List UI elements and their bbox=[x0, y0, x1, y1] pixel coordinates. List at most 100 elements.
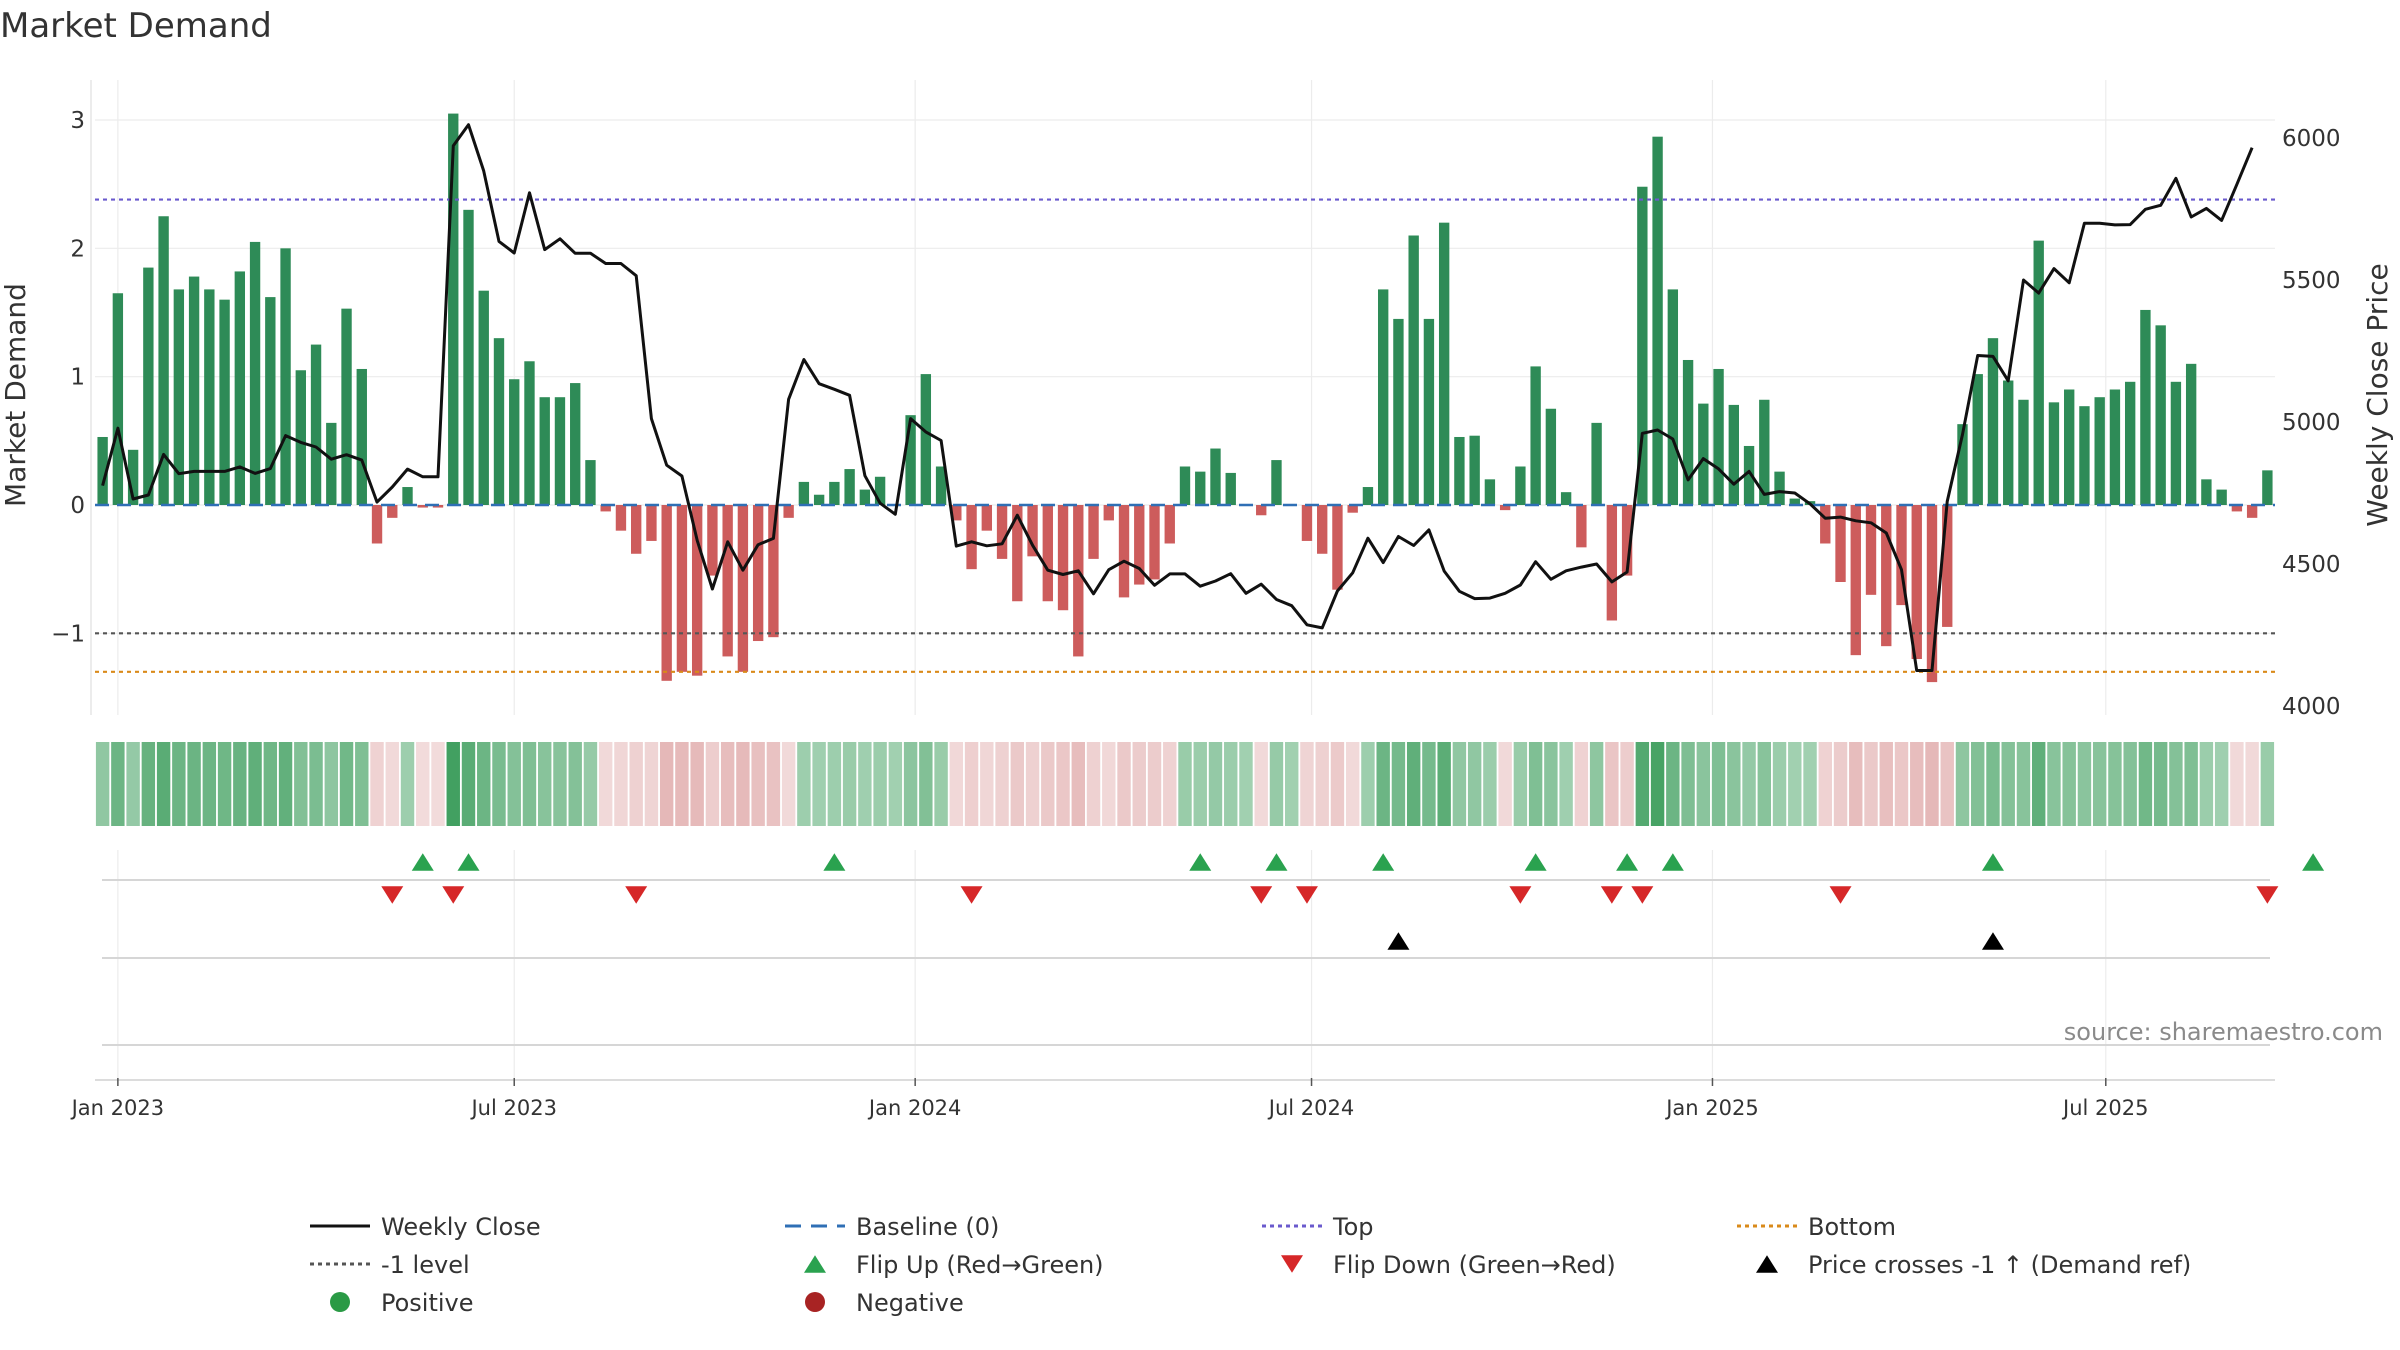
strip-cell bbox=[1330, 742, 1345, 826]
strip-cell bbox=[1391, 742, 1406, 826]
demand-bar-negative bbox=[1118, 505, 1130, 598]
demand-bar-positive bbox=[2185, 363, 2197, 505]
demand-bar-positive bbox=[219, 299, 230, 505]
demand-bar-positive bbox=[2003, 380, 2014, 505]
strip-cell bbox=[2169, 742, 2183, 826]
strip-cell bbox=[1589, 742, 1604, 826]
demand-bar-positive bbox=[1271, 460, 1282, 505]
strip-cell bbox=[675, 742, 689, 826]
strip-cell bbox=[1300, 742, 1314, 826]
demand-bar-negative bbox=[1073, 505, 1084, 657]
demand-bar-positive bbox=[1179, 466, 1191, 505]
strip-cell bbox=[797, 742, 811, 826]
demand-bar-positive bbox=[1774, 471, 1785, 505]
y2-axis-label: Weekly Close Price bbox=[2361, 263, 2394, 526]
demand-bar-negative bbox=[1012, 505, 1023, 602]
legend-label: -1 level bbox=[381, 1251, 470, 1279]
strip-cell bbox=[568, 742, 582, 826]
strip-cell bbox=[477, 742, 491, 826]
strip-cell bbox=[583, 742, 598, 826]
demand-bar-positive bbox=[1469, 435, 1480, 505]
strip-cell bbox=[1528, 742, 1543, 826]
flip-down-marker bbox=[442, 886, 465, 904]
flip-up-marker bbox=[457, 853, 480, 871]
strip-cell bbox=[1163, 742, 1177, 826]
demand-bar-negative bbox=[417, 505, 428, 508]
strip-cell bbox=[964, 742, 979, 826]
legend-label: Flip Up (Red→Green) bbox=[856, 1251, 1104, 1279]
demand-bar-negative bbox=[737, 505, 749, 672]
strip-cell bbox=[2138, 742, 2153, 826]
y-tick-label: 0 bbox=[70, 493, 85, 519]
demand-bar-negative bbox=[661, 505, 672, 681]
demand-bar-positive bbox=[1591, 422, 1602, 505]
demand-bar-positive bbox=[143, 267, 154, 505]
strip-cell bbox=[1605, 742, 1619, 826]
demand-bar-negative bbox=[966, 505, 977, 570]
demand-bar-negative bbox=[691, 505, 703, 676]
demand-bar-negative bbox=[387, 505, 398, 518]
flip-up-marker bbox=[1265, 853, 1288, 871]
legend-label: Flip Down (Green→Red) bbox=[1333, 1251, 1616, 1279]
demand-bar-negative bbox=[1134, 505, 1145, 585]
price-cross-panel bbox=[102, 932, 2270, 959]
demand-bar-positive bbox=[1454, 436, 1465, 505]
demand-bar-negative bbox=[981, 505, 993, 531]
demand-bar-positive bbox=[1698, 403, 1709, 505]
strip-cell bbox=[217, 742, 232, 826]
strip-cell bbox=[2153, 742, 2168, 826]
flip-up-marker bbox=[1189, 853, 1212, 871]
demand-bar-positive bbox=[2033, 240, 2044, 505]
demand-bar-negative bbox=[1835, 505, 1846, 582]
flip-down-marker bbox=[381, 886, 404, 904]
demand-bar-positive bbox=[2064, 389, 2075, 505]
strip-cell bbox=[812, 742, 826, 826]
demand-bar-positive bbox=[1652, 136, 1663, 505]
demand-bar-positive bbox=[1789, 498, 1800, 505]
strip-cell bbox=[1025, 742, 1040, 826]
strip-cell bbox=[1879, 742, 1893, 826]
legend-label: Price crosses -1 ↑ (Demand ref) bbox=[1808, 1251, 2191, 1279]
demand-bar-negative bbox=[615, 505, 627, 531]
strip-cell bbox=[2184, 742, 2198, 826]
strip-cell bbox=[1041, 742, 1055, 826]
strip-cell bbox=[2230, 742, 2244, 826]
demand-bar-negative bbox=[1042, 505, 1053, 602]
strip-cell bbox=[614, 742, 628, 826]
demand-bar-positive bbox=[2048, 402, 2060, 505]
strip-cell bbox=[2260, 742, 2275, 826]
strip-cell bbox=[1010, 742, 1025, 826]
strip-cell bbox=[720, 742, 735, 826]
legend-label: Negative bbox=[856, 1289, 964, 1317]
demand-bar-positive bbox=[2109, 389, 2121, 505]
demand-bar-negative bbox=[1332, 505, 1343, 590]
strip-cell bbox=[2123, 742, 2137, 826]
demand-bar-negative bbox=[1088, 505, 1099, 559]
demand-bar-negative bbox=[631, 505, 642, 554]
demand-bar-negative bbox=[1850, 505, 1861, 656]
demand-bar-positive bbox=[585, 460, 596, 505]
demand-bar-positive bbox=[2170, 381, 2182, 505]
y-tick-label: 3 bbox=[70, 108, 85, 134]
strip-cell bbox=[1467, 742, 1482, 826]
strip-cell bbox=[172, 742, 186, 826]
strip-cell bbox=[339, 742, 354, 826]
demand-bar-negative bbox=[722, 505, 733, 657]
demand-bar-positive bbox=[234, 271, 246, 505]
demand-bar-positive bbox=[1682, 359, 1694, 505]
demand-bar-negative bbox=[752, 505, 764, 642]
demand-bar-positive bbox=[127, 449, 139, 505]
legend-label: Bottom bbox=[1808, 1213, 1896, 1241]
demand-bar-positive bbox=[1545, 408, 1557, 505]
strip-cell bbox=[858, 742, 872, 826]
demand-bar-positive bbox=[1530, 366, 1541, 505]
strip-cell bbox=[294, 742, 308, 826]
demand-bar-positive bbox=[2155, 325, 2166, 505]
demand-bar-positive bbox=[2124, 381, 2136, 505]
strip-cell bbox=[1437, 742, 1451, 826]
demand-bar-positive bbox=[448, 113, 459, 505]
demand-bar-positive bbox=[493, 338, 505, 505]
strip-cell bbox=[690, 742, 704, 826]
demand-bar-positive bbox=[1484, 479, 1496, 505]
